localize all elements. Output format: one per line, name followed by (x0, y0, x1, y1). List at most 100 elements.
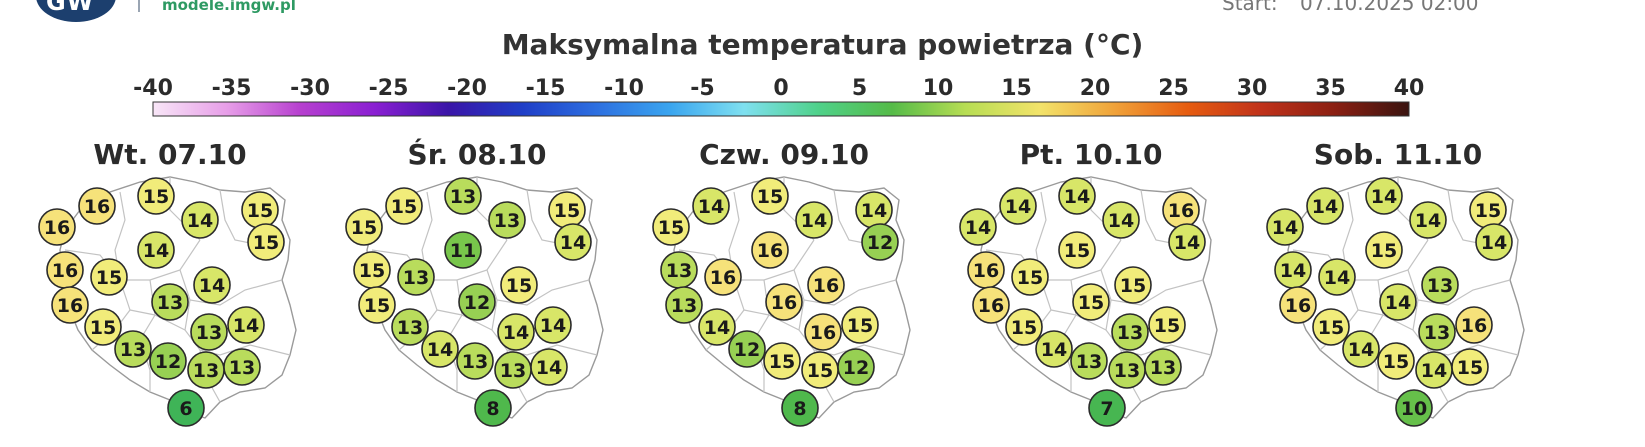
site-url-link[interactable]: modele.imgw.pl (162, 0, 296, 14)
temperature-marker[interactable]: 14 (698, 308, 736, 346)
temperature-marker[interactable]: 13 (1421, 266, 1459, 304)
temperature-marker[interactable]: 13 (488, 201, 526, 239)
temperature-marker[interactable]: 14 (1365, 177, 1403, 215)
temperature-marker[interactable]: 15 (353, 251, 391, 289)
temperature-marker[interactable]: 14 (554, 223, 592, 261)
forecast-panel[interactable]: Czw. 09.10 14 15 14 15 14 12 16 13 16 16 13 16 14 16 15… (634, 130, 934, 447)
temperature-marker[interactable]: 14 (193, 266, 231, 304)
temperature-marker[interactable]: 12 (149, 342, 187, 380)
temperature-marker[interactable]: 14 (1274, 251, 1312, 289)
temperature-marker[interactable]: 14 (1475, 223, 1513, 261)
temperature-marker[interactable]: 14 (1318, 258, 1356, 296)
temperature-marker[interactable]: 16 (38, 208, 76, 246)
temperature-marker[interactable]: 13 (391, 308, 429, 346)
temperature-marker[interactable]: 15 (751, 177, 789, 215)
temperature-marker[interactable]: 13 (494, 351, 532, 389)
temperature-marker[interactable]: 13 (114, 330, 152, 368)
temperature-marker[interactable]: 12 (861, 223, 899, 261)
temperature-marker[interactable]: 15 (763, 342, 801, 380)
temperature-marker[interactable]: 15 (1365, 231, 1403, 269)
temperature-marker[interactable]: 13 (665, 286, 703, 324)
temperature-marker[interactable]: 15 (84, 308, 122, 346)
temperature-marker[interactable]: 15 (548, 191, 586, 229)
temperature-marker[interactable]: 15 (1072, 283, 1110, 321)
temperature-marker[interactable]: 15 (247, 223, 285, 261)
temperature-marker[interactable]: 15 (500, 266, 538, 304)
temperature-marker[interactable]: 13 (1144, 348, 1182, 386)
temperature-marker[interactable]: 12 (837, 348, 875, 386)
temperature-marker[interactable]: 14 (1415, 351, 1453, 389)
temperature-marker[interactable]: 15 (241, 191, 279, 229)
temperature-marker[interactable]: 13 (1070, 342, 1108, 380)
temperature-marker[interactable]: 13 (1418, 313, 1456, 351)
temperature-marker[interactable]: 8 (781, 389, 819, 427)
temperature-marker[interactable]: 11 (444, 231, 482, 269)
temperature-marker[interactable]: 14 (137, 231, 175, 269)
temperature-marker[interactable]: 6 (167, 389, 205, 427)
temperature-marker[interactable]: 15 (1451, 348, 1489, 386)
temperature-marker[interactable]: 8 (474, 389, 512, 427)
temperature-marker[interactable]: 14 (1379, 283, 1417, 321)
temperature-marker[interactable]: 16 (967, 251, 1005, 289)
temperature-marker[interactable]: 14 (855, 191, 893, 229)
temperature-marker[interactable]: 16 (1162, 191, 1200, 229)
temperature-marker[interactable]: 13 (190, 313, 228, 351)
temperature-marker[interactable]: 14 (530, 348, 568, 386)
temperature-marker[interactable]: 15 (1114, 266, 1152, 304)
temperature-marker[interactable]: 16 (1279, 286, 1317, 324)
temperature-marker[interactable]: 14 (692, 187, 730, 225)
temperature-marker[interactable]: 14 (1409, 201, 1447, 239)
temperature-marker[interactable]: 15 (801, 351, 839, 389)
temperature-marker[interactable]: 16 (78, 187, 116, 225)
temperature-marker[interactable]: 14 (1058, 177, 1096, 215)
temperature-marker[interactable]: 13 (187, 351, 225, 389)
temperature-marker[interactable]: 15 (137, 177, 175, 215)
temperature-marker[interactable]: 16 (704, 258, 742, 296)
temperature-marker[interactable]: 13 (456, 342, 494, 380)
forecast-panel[interactable]: Wt. 07.10 16 15 15 16 14 15 14 16 15 14 16 13 15 13 14 1… (20, 130, 320, 447)
temperature-marker[interactable]: 13 (660, 251, 698, 289)
temperature-marker[interactable]: 14 (227, 306, 265, 344)
temperature-marker[interactable]: 14 (1035, 330, 1073, 368)
temperature-marker[interactable]: 15 (90, 258, 128, 296)
temperature-marker[interactable]: 15 (1058, 231, 1096, 269)
temperature-marker[interactable]: 13 (397, 258, 435, 296)
temperature-marker[interactable]: 14 (959, 208, 997, 246)
temperature-marker[interactable]: 13 (444, 177, 482, 215)
temperature-marker[interactable]: 12 (458, 283, 496, 321)
temperature-marker[interactable]: 14 (1102, 201, 1140, 239)
temperature-marker[interactable]: 12 (728, 330, 766, 368)
temperature-marker[interactable]: 16 (807, 266, 845, 304)
temperature-marker[interactable]: 15 (1377, 342, 1415, 380)
temperature-marker[interactable]: 14 (1168, 223, 1206, 261)
temperature-marker[interactable]: 15 (652, 208, 690, 246)
temperature-marker[interactable]: 16 (751, 231, 789, 269)
temperature-marker[interactable]: 14 (1342, 330, 1380, 368)
temperature-marker[interactable]: 13 (223, 348, 261, 386)
temperature-marker[interactable]: 16 (1455, 306, 1493, 344)
temperature-marker[interactable]: 16 (765, 283, 803, 321)
temperature-marker[interactable]: 16 (804, 313, 842, 351)
temperature-marker[interactable]: 14 (497, 313, 535, 351)
temperature-marker[interactable]: 14 (421, 330, 459, 368)
temperature-marker[interactable]: 13 (151, 283, 189, 321)
temperature-marker[interactable]: 13 (1111, 313, 1149, 351)
temperature-marker[interactable]: 14 (795, 201, 833, 239)
temperature-marker[interactable]: 13 (1108, 351, 1146, 389)
temperature-marker[interactable]: 7 (1088, 389, 1126, 427)
temperature-marker[interactable]: 14 (534, 306, 572, 344)
forecast-panel[interactable]: Pt. 10.10 14 14 16 14 14 14 15 16 15 15 16 15 15 13 15 1… (941, 130, 1241, 447)
temperature-marker[interactable]: 16 (46, 251, 84, 289)
temperature-marker[interactable]: 14 (999, 187, 1037, 225)
temperature-marker[interactable]: 10 (1395, 389, 1433, 427)
temperature-marker[interactable]: 15 (1312, 308, 1350, 346)
temperature-marker[interactable]: 15 (358, 286, 396, 324)
temperature-marker[interactable]: 16 (972, 286, 1010, 324)
temperature-marker[interactable]: 15 (1148, 306, 1186, 344)
temperature-marker[interactable]: 16 (51, 286, 89, 324)
temperature-marker[interactable]: 15 (1011, 258, 1049, 296)
temperature-marker[interactable]: 14 (181, 201, 219, 239)
forecast-panel[interactable]: Sob. 11.10 14 14 15 14 14 14 15 14 14 13 16 14 15 13 16… (1248, 130, 1548, 447)
temperature-marker[interactable]: 15 (345, 208, 383, 246)
forecast-panel[interactable]: Śr. 08.10 15 13 15 15 13 14 11 15 13 15 15 12 13 14 14 1… (327, 130, 627, 447)
